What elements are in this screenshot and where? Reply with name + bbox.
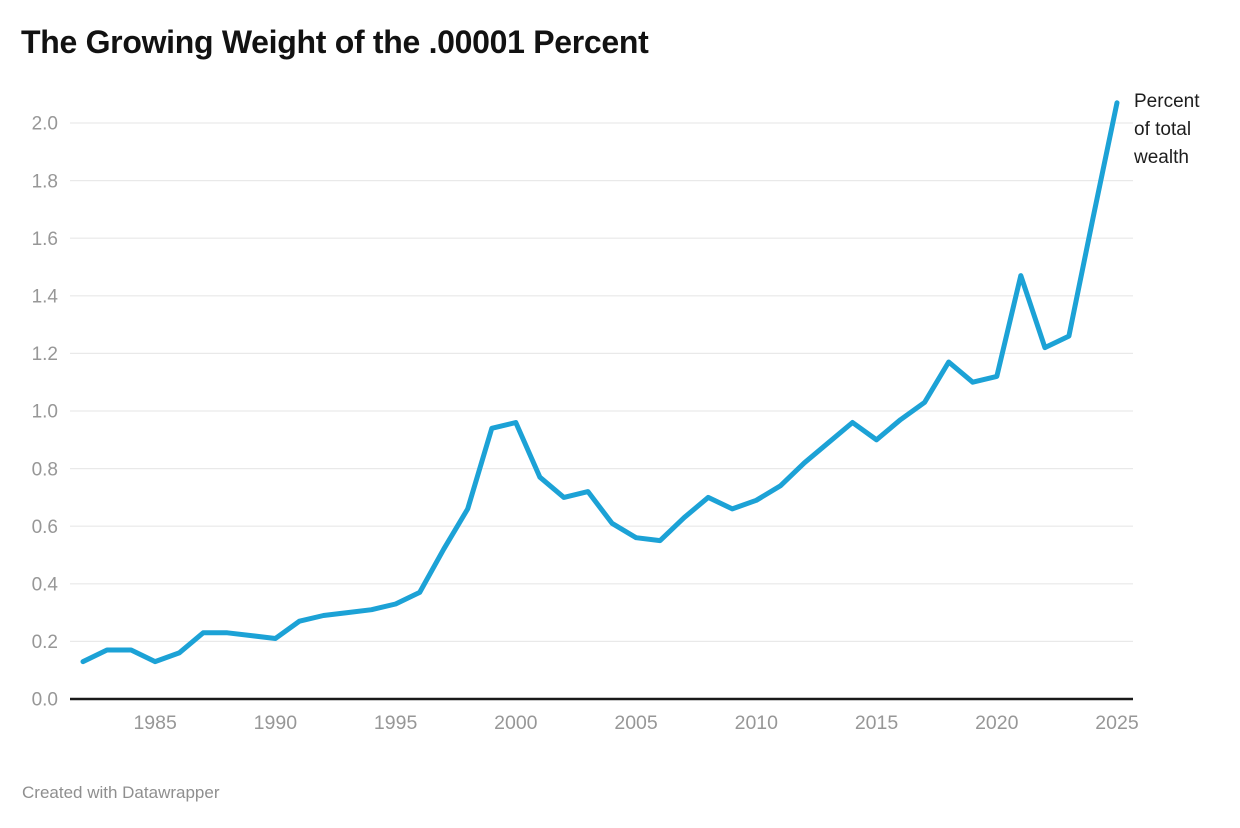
- y-tick-label: 2.0: [32, 114, 58, 135]
- data-line-percent-of-total-wealth: [80, 100, 1120, 665]
- x-tick-label: 2000: [494, 712, 538, 734]
- y-tick-label: 1.6: [32, 229, 58, 250]
- x-tick-label: 2020: [975, 712, 1019, 734]
- x-tick-label: 1995: [374, 712, 418, 734]
- x-tick-label: 2015: [855, 712, 899, 734]
- y-tick-label: 0.4: [32, 574, 59, 595]
- x-tick-label: 2010: [735, 712, 779, 734]
- x-tick-label: 1985: [133, 712, 177, 734]
- y-tick-label: 1.0: [32, 402, 58, 423]
- y-tick-label: 1.2: [32, 344, 58, 365]
- series-label: Percent of total wealth: [1134, 91, 1200, 168]
- x-tick-label: 2005: [614, 712, 658, 734]
- y-tick-label: 1.4: [32, 286, 59, 307]
- y-tick-label: 1.8: [32, 171, 58, 192]
- y-tick-label: 0.0: [32, 690, 58, 711]
- x-tick-label: 2025: [1095, 712, 1139, 734]
- y-tick-label: 0.8: [32, 459, 58, 480]
- page-title: The Growing Weight of the .00001 Percent: [21, 24, 649, 60]
- y-tick-label: 0.2: [32, 632, 58, 653]
- x-tick-label: 1990: [254, 712, 298, 734]
- datawrapper-attribution: Created with Datawrapper: [22, 783, 220, 802]
- y-tick-label: 0.6: [32, 517, 58, 538]
